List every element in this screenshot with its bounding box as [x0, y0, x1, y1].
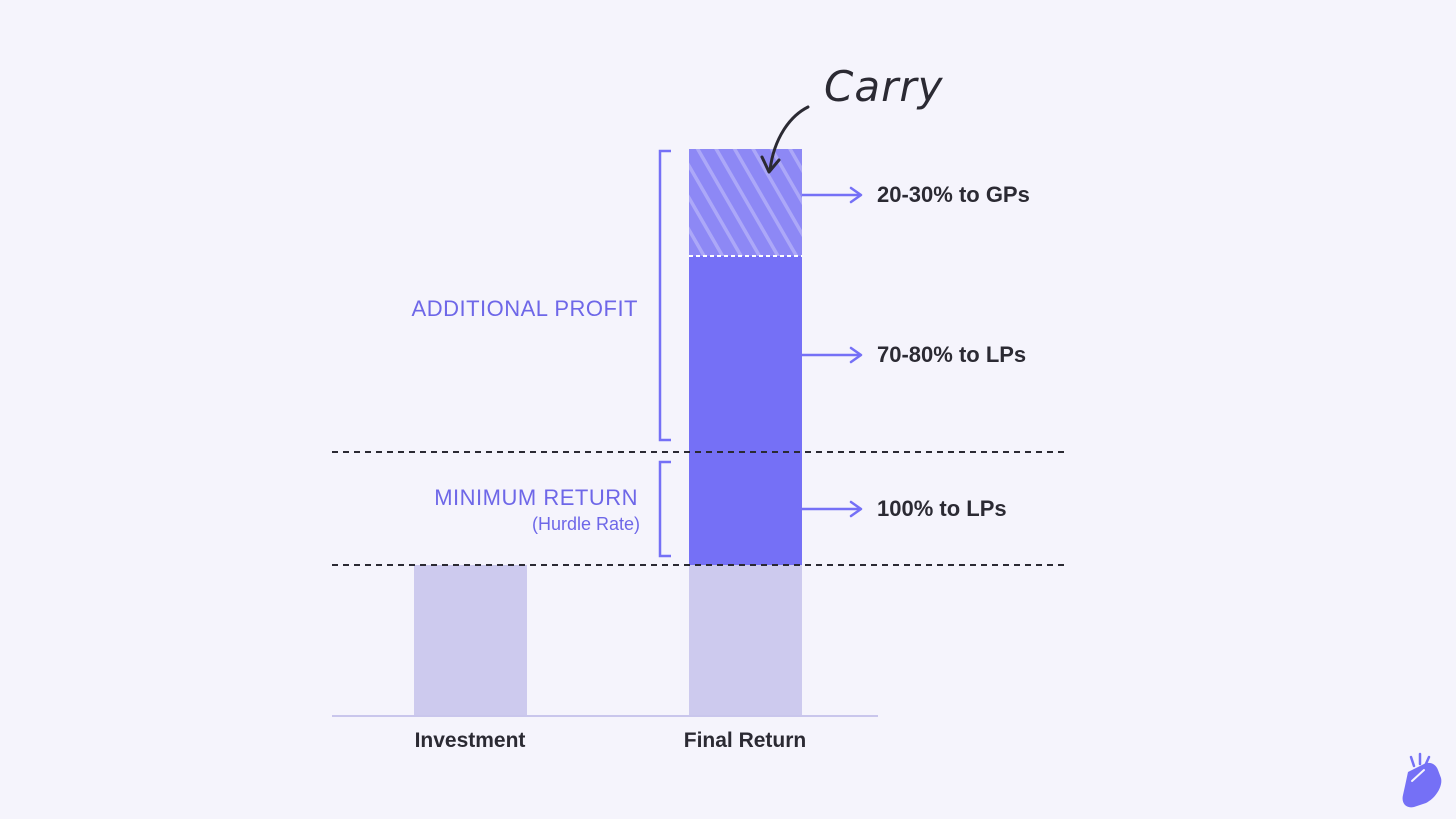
final-return-category-label: Final Return	[684, 729, 807, 753]
investment-category-label: Investment	[415, 729, 526, 753]
hurdle-segment	[689, 452, 802, 565]
snapping-hand-icon	[1403, 754, 1442, 807]
lps-profit-share-label: 70-80% to LPs	[877, 342, 1026, 368]
arrow-to-lps-hurdle	[802, 502, 861, 516]
minimum-return-label: MINIMUM RETURN	[434, 485, 638, 511]
lp-profit-segment	[689, 256, 802, 452]
minimum-return-bracket	[660, 462, 671, 556]
arrow-to-gps	[802, 188, 861, 202]
gps-share-label: 20-30% to GPs	[877, 182, 1030, 208]
arrow-to-lps-profit	[802, 348, 861, 362]
final-return-base	[689, 565, 802, 716]
lps-hurdle-share-label: 100% to LPs	[877, 496, 1007, 522]
hurdle-rate-label: (Hurdle Rate)	[532, 514, 640, 535]
carry-annotation: Carry	[824, 62, 943, 111]
additional-profit-bracket	[660, 151, 671, 440]
additional-profit-label: ADDITIONAL PROFIT	[412, 296, 638, 322]
carry-segment	[689, 149, 802, 256]
investment-bar	[414, 565, 527, 716]
